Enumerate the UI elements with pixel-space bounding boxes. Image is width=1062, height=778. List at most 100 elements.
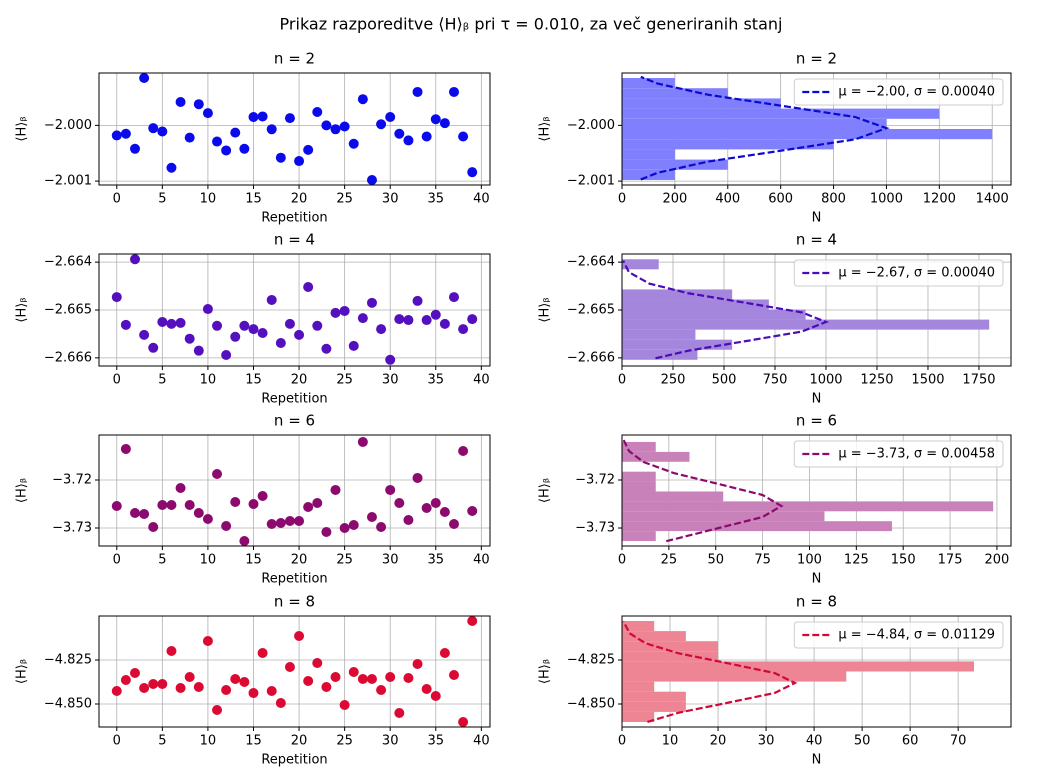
- x-axis-label: Repetition: [261, 753, 327, 768]
- point: [184, 499, 195, 510]
- point: [357, 94, 368, 105]
- x-tick-label: 200: [985, 553, 1010, 568]
- y-axis-label: ⟨H⟩ᵦ: [538, 478, 553, 503]
- point: [275, 518, 286, 529]
- point: [175, 317, 186, 328]
- point: [248, 112, 259, 123]
- x-tick-label: 60: [902, 734, 919, 749]
- axes-title: n = 8: [274, 593, 315, 611]
- x-tick-label: 25: [336, 553, 353, 568]
- bar: [622, 441, 656, 452]
- x-tick-label: 30: [382, 373, 399, 388]
- point: [403, 315, 414, 326]
- x-tick-label: 5: [158, 553, 166, 568]
- y-tick-label: −2.001: [567, 174, 615, 189]
- axes-frame: [621, 434, 1012, 547]
- point: [257, 490, 268, 501]
- legend: μ = −2.67, σ = 0.00040: [793, 259, 1004, 287]
- y-tick-label: −3.72: [575, 472, 615, 487]
- point: [312, 107, 323, 118]
- point: [184, 671, 195, 682]
- point: [193, 508, 204, 519]
- legend-box: [793, 621, 1004, 649]
- y-tick-label: −4.850: [44, 696, 92, 711]
- point: [439, 318, 450, 329]
- point: [467, 314, 478, 325]
- bar: [622, 289, 733, 300]
- bar: [622, 501, 994, 512]
- point: [284, 515, 295, 526]
- x-tick-label: 40: [473, 734, 490, 749]
- point: [330, 671, 341, 682]
- point: [284, 662, 295, 673]
- point: [148, 342, 159, 353]
- x-tick-label: 25: [336, 734, 353, 749]
- point: [357, 313, 368, 324]
- x-tick-label: 70: [950, 734, 967, 749]
- point: [111, 130, 122, 141]
- bar: [622, 169, 675, 180]
- legend-box: [793, 78, 1004, 106]
- bar: [622, 471, 656, 482]
- x-tick-label: 250: [661, 373, 686, 388]
- x-tick-label: 400: [715, 192, 740, 207]
- y-tick-label: −2.665: [567, 303, 615, 318]
- x-tick-label: 25: [661, 553, 678, 568]
- point: [111, 501, 122, 512]
- x-tick-label: 0: [113, 553, 121, 568]
- bar: [622, 531, 656, 542]
- axes-title: n = 2: [796, 50, 837, 68]
- point: [157, 126, 168, 137]
- x-tick-label: 100: [797, 553, 822, 568]
- axes: 0 5 10 15 20 25 30 35 40 −3.73 −3.72 n = 6 Repetitio…: [15, 412, 491, 587]
- y-tick-label: −2.664: [567, 255, 615, 270]
- x-tick-label: 1750: [962, 373, 995, 388]
- point: [430, 497, 441, 508]
- axes-frame: [98, 253, 491, 367]
- point: [266, 519, 277, 530]
- x-tick-label: 5: [158, 192, 166, 207]
- x-tick-label: 10: [200, 734, 217, 749]
- point: [166, 646, 177, 657]
- point: [312, 497, 323, 508]
- x-tick-label: 0: [618, 373, 626, 388]
- x-tick-label: 1250: [860, 373, 893, 388]
- point: [184, 333, 195, 344]
- y-tick-label: −3.73: [575, 520, 615, 535]
- y-tick-label: −4.850: [567, 696, 615, 711]
- x-tick-label: 20: [291, 192, 308, 207]
- point: [294, 515, 305, 526]
- point: [239, 320, 250, 331]
- axes-title: n = 2: [274, 50, 315, 68]
- axes: 0 10 20 30 40 50 60 70 −4.850 −4.825 μ = −4.84, σ …: [538, 593, 1012, 768]
- point: [257, 647, 268, 658]
- fit-curve: [622, 260, 829, 360]
- point: [303, 675, 314, 686]
- x-tick-label: 0: [113, 734, 121, 749]
- point: [221, 349, 232, 360]
- y-tick-label: −4.825: [44, 652, 92, 667]
- point: [385, 354, 396, 365]
- point: [348, 138, 359, 149]
- point: [448, 519, 459, 530]
- point: [339, 700, 350, 711]
- y-tick-label: −4.825: [567, 652, 615, 667]
- x-axis-label: N: [812, 211, 822, 226]
- legend-label: μ = −2.67, σ = 0.00040: [838, 266, 995, 281]
- point: [467, 616, 478, 626]
- point: [111, 292, 122, 303]
- bar: [622, 491, 724, 502]
- axes-title: n = 8: [796, 593, 837, 611]
- point: [157, 679, 168, 690]
- point: [130, 508, 141, 519]
- point: [412, 295, 423, 306]
- point: [421, 131, 432, 142]
- point: [421, 684, 432, 695]
- point: [439, 118, 450, 129]
- point: [321, 681, 332, 692]
- bar: [622, 481, 656, 492]
- fit-curve: [622, 439, 784, 543]
- x-tick-label: 20: [291, 734, 308, 749]
- y-tick-label: −3.73: [52, 520, 92, 535]
- point: [294, 156, 305, 167]
